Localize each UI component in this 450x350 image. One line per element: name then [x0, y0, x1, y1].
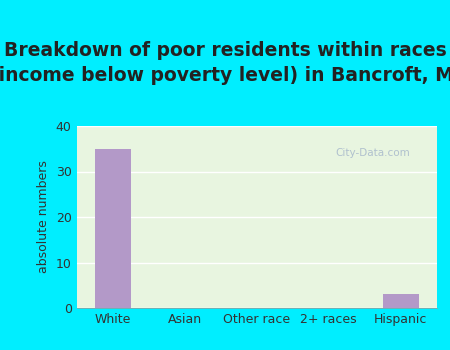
Text: City-Data.com: City-Data.com: [336, 148, 410, 158]
Y-axis label: absolute numbers: absolute numbers: [37, 161, 50, 273]
Bar: [382, 294, 418, 308]
Text: Breakdown of poor residents within races
(income below poverty level) in Bancrof: Breakdown of poor residents within races…: [0, 41, 450, 85]
Bar: [94, 149, 130, 308]
